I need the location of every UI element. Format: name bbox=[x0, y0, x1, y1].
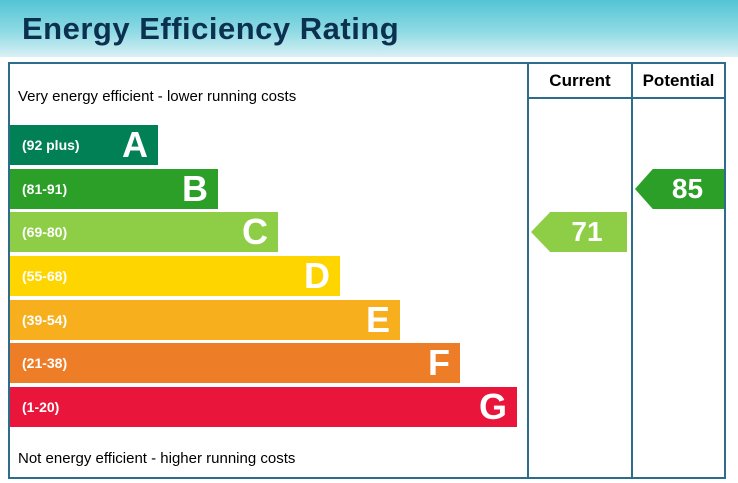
band-e: (39-54) E bbox=[10, 300, 400, 340]
band-c-letter: C bbox=[242, 211, 268, 252]
band-g-range-label: (1-20) bbox=[22, 399, 60, 415]
band-a-letter: A bbox=[122, 124, 148, 165]
title-bar: Energy Efficiency Rating bbox=[0, 0, 738, 57]
header-divider bbox=[527, 97, 724, 99]
band-d-range-label: (55-68) bbox=[22, 268, 68, 284]
current-column-header: Current bbox=[549, 70, 611, 90]
bottom-note: Not energy efficient - higher running co… bbox=[18, 450, 296, 467]
current-column-divider bbox=[527, 64, 529, 477]
band-c: (69-80) C bbox=[10, 212, 278, 252]
potential-rating-value: 85 bbox=[671, 173, 704, 204]
energy-rating-chart: Current Potential Very energy efficient … bbox=[8, 62, 726, 479]
current-rating-arrow: 71 bbox=[531, 212, 627, 252]
current-rating-value: 71 bbox=[571, 216, 603, 247]
band-e-letter: E bbox=[365, 299, 390, 340]
band-a-range-label: (92 plus) bbox=[22, 137, 80, 153]
band-f-letter: F bbox=[428, 342, 450, 383]
band-f-range-label: (21-38) bbox=[22, 355, 68, 371]
band-b-letter: B bbox=[182, 168, 208, 209]
potential-rating-arrow: 85 bbox=[635, 169, 724, 209]
band-c-range-label: (69-80) bbox=[22, 224, 68, 240]
potential-column-divider bbox=[631, 64, 633, 477]
band-b-range-label: (81-91) bbox=[22, 181, 68, 197]
band-e-range-label: (39-54) bbox=[22, 312, 68, 328]
band-b: (81-91) B bbox=[10, 169, 218, 209]
band-d-letter: D bbox=[304, 255, 330, 296]
top-note: Very energy efficient - lower running co… bbox=[18, 88, 297, 105]
band-a: (92 plus) A bbox=[10, 125, 158, 165]
band-f: (21-38) F bbox=[10, 343, 460, 383]
potential-column-header: Potential bbox=[642, 70, 715, 90]
page-title: Energy Efficiency Rating bbox=[22, 10, 400, 46]
band-g-letter: G bbox=[478, 386, 507, 427]
band-g: (1-20) G bbox=[10, 387, 517, 427]
band-d: (55-68) D bbox=[10, 256, 340, 296]
